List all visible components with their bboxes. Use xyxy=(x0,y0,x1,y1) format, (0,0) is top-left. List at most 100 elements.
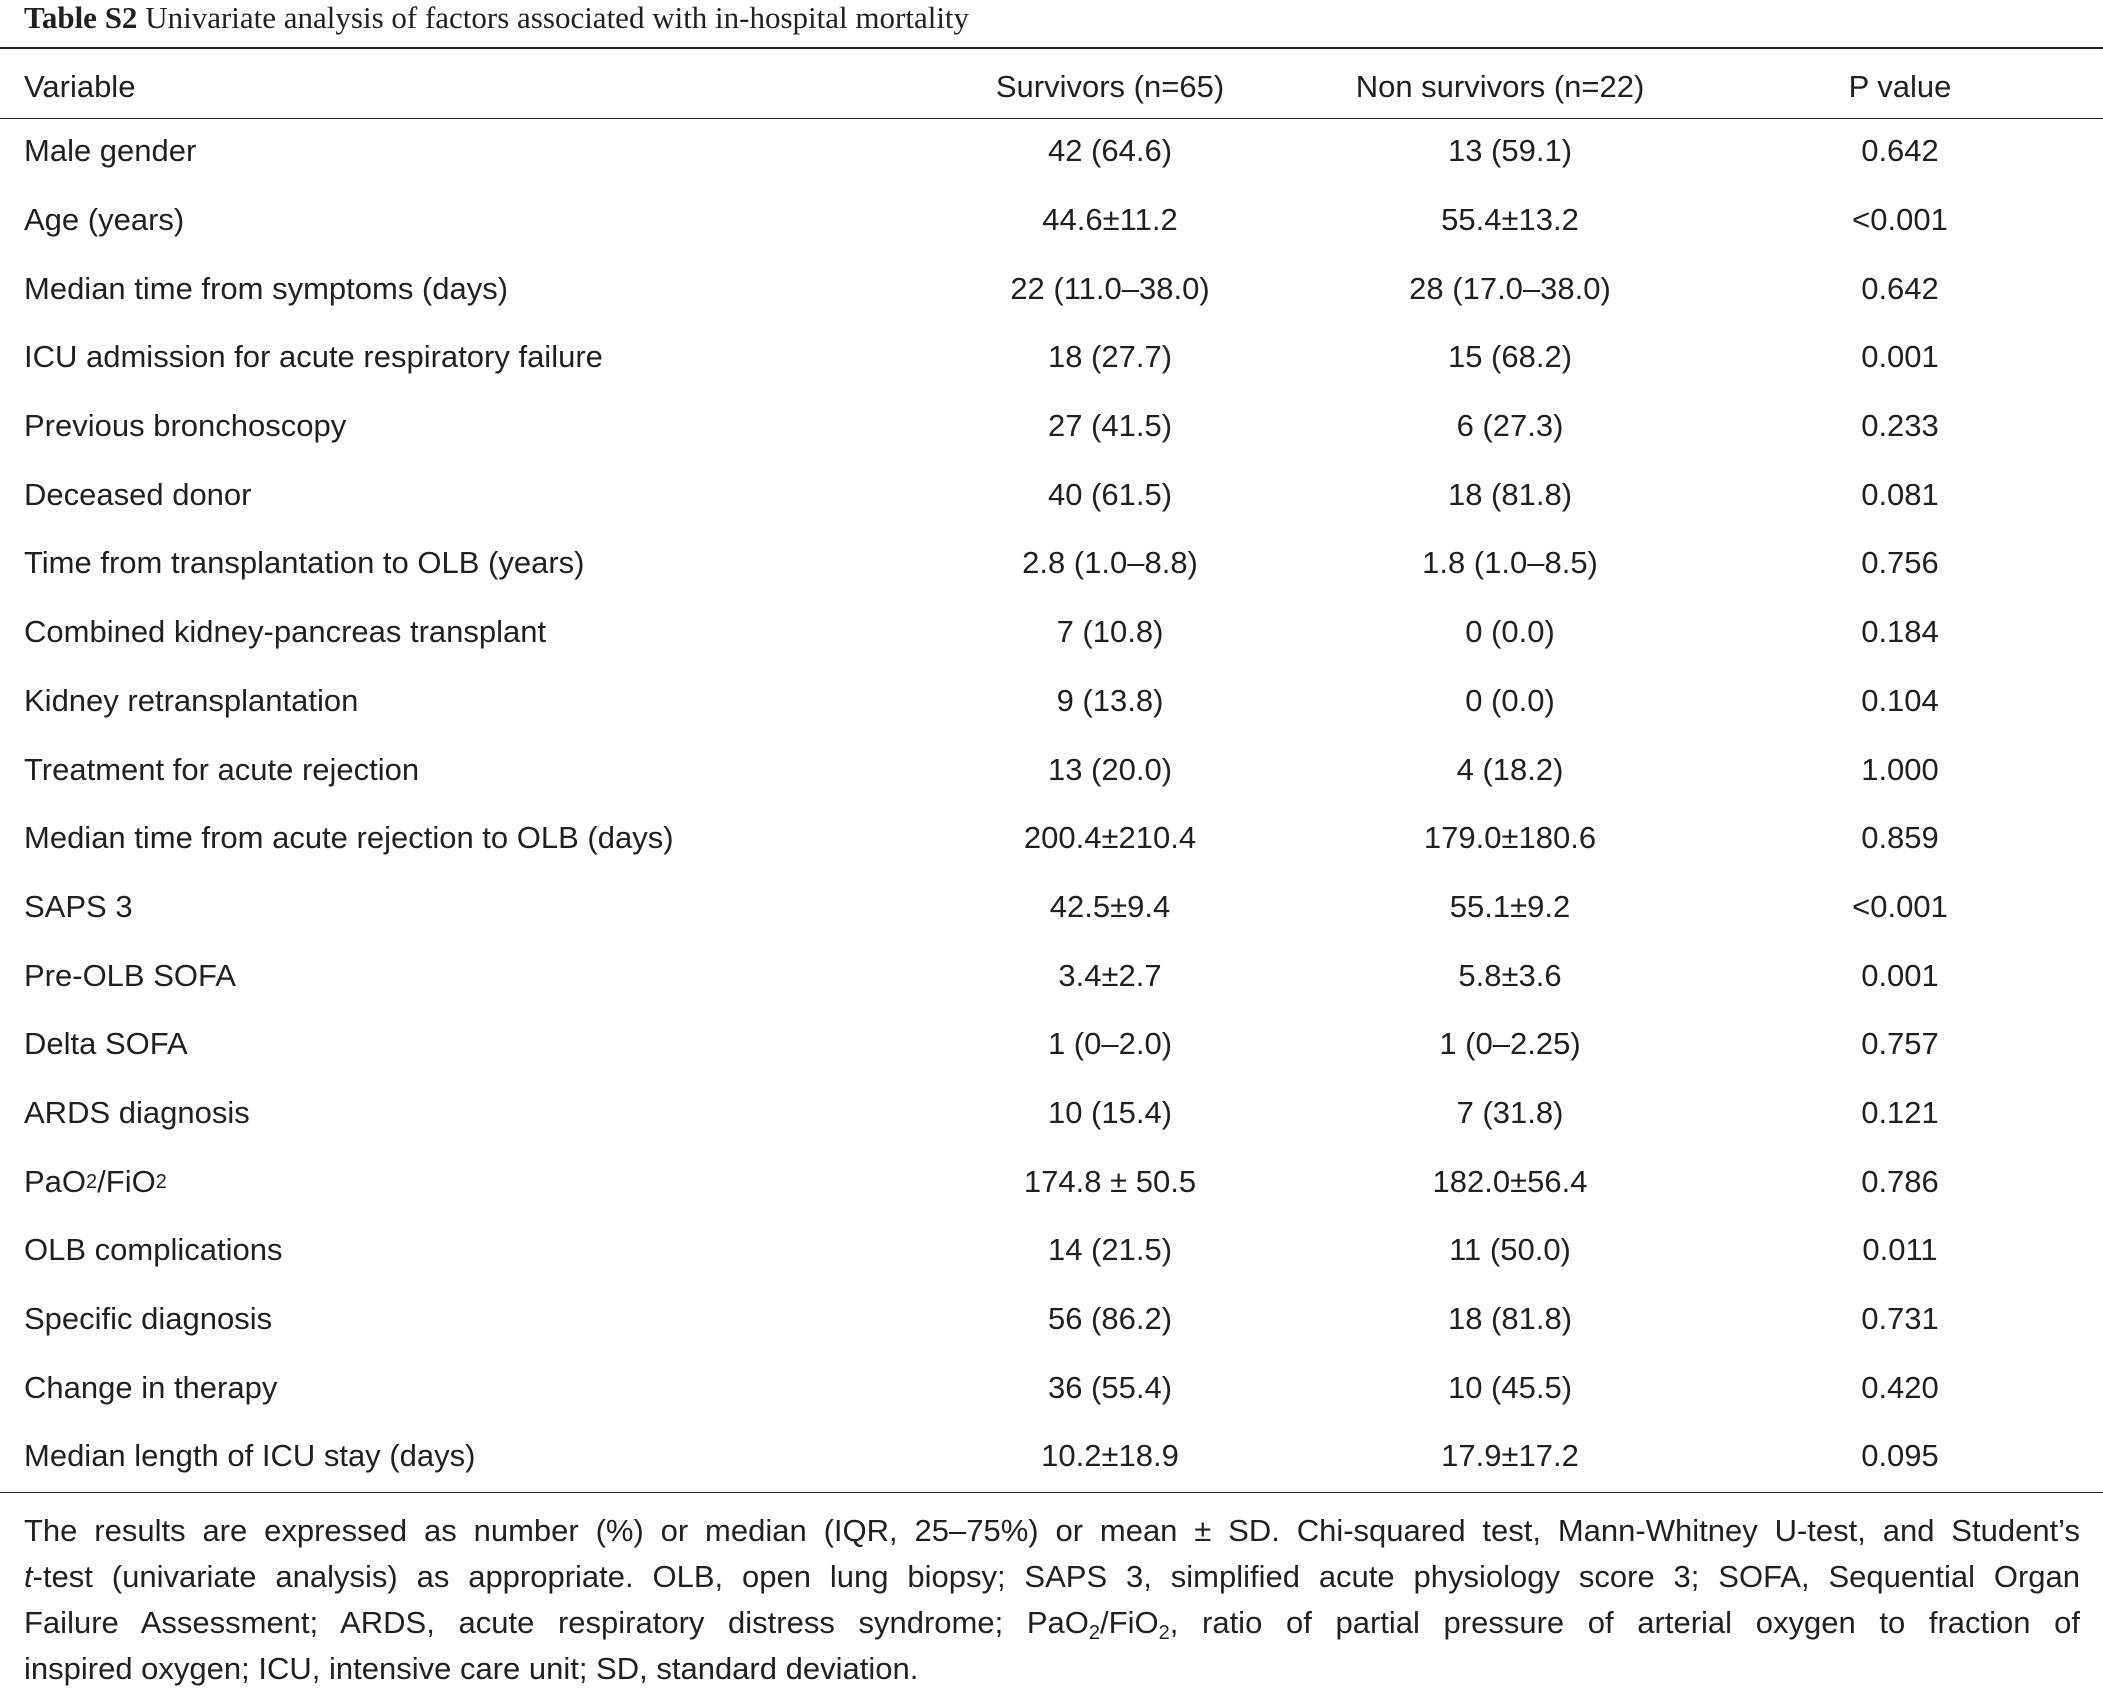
cell-p-value: 1.000 xyxy=(1861,751,1939,787)
cell-non-survivors: 6 (27.3) xyxy=(1456,408,1564,444)
cell-non-survivors: 55.1±9.2 xyxy=(1449,888,1571,924)
table-row: SAPS 3 42.5±9.4 55.1±9.2 <0.001 xyxy=(0,873,2103,942)
cell-p-value: 0.104 xyxy=(1861,682,1939,718)
cell-survivors: 1 (0–2.0) xyxy=(1047,1026,1173,1062)
cell-variable: PaO 2/FiO 2 xyxy=(24,1163,167,1199)
cell-p-value: 0.731 xyxy=(1861,1301,1939,1337)
top-rule xyxy=(0,47,2103,49)
table-row: ARDS diagnosis 10 (15.4) 7 (31.8) 0.121 xyxy=(0,1079,2103,1148)
table-row: Previous bronchoscopy 27 (41.5) 6 (27.3) 0.… xyxy=(0,392,2103,461)
cell-non-survivors: 182.0±56.4 xyxy=(1432,1163,1588,1199)
table-row: PaO 2/FiO 2 174.8 ± 50.5 182.0±56.4 0.786 xyxy=(0,1147,2103,1216)
cell-non-survivors: 18 (81.8) xyxy=(1447,1301,1573,1337)
cell-variable: Deceased donor xyxy=(24,476,252,512)
data-table: Variable Survivors (n=65) Non survivors … xyxy=(0,48,2103,125)
cell-non-survivors: 0 (0.0) xyxy=(1465,682,1555,718)
table-footnote: The results are expressed as number (%) … xyxy=(24,1508,2080,1692)
footnote-line-2: t-test (univariate analysis) as appropri… xyxy=(24,1554,2080,1600)
caption-label: Table S2 xyxy=(24,0,138,35)
table-row: Kidney retransplantation 9 (13.8) 0 (0.0) 0… xyxy=(0,667,2103,736)
table-caption: Table S2 Univariate analysis of factors … xyxy=(24,0,969,40)
cell-survivors: 27 (41.5) xyxy=(1047,408,1173,444)
footnote-sub-2: 2 xyxy=(1158,1622,1170,1644)
table-row: ICU admission for acute respiratory fail… xyxy=(0,323,2103,392)
cell-survivors: 44.6±11.2 xyxy=(1042,202,1178,238)
table-row: Age (years) 44.6±11.2 55.4±13.2 <0.001 xyxy=(0,186,2103,255)
cell-variable: SAPS 3 xyxy=(24,888,133,924)
cell-non-survivors: 1 (0–2.25) xyxy=(1439,1026,1581,1062)
cell-variable: Pre-OLB SOFA xyxy=(24,957,236,993)
cell-non-survivors: 18 (81.8) xyxy=(1447,476,1573,512)
cell-p-value: 0.786 xyxy=(1861,1163,1939,1199)
cell-survivors: 174.8 ± 50.5 xyxy=(1023,1163,1197,1199)
cell-p-value: 0.011 xyxy=(1862,1232,1938,1268)
variable-text: PaO xyxy=(24,1163,87,1199)
cell-p-value: 0.756 xyxy=(1861,545,1939,581)
footnote-line-3b: /FiO xyxy=(1100,1605,1159,1640)
cell-survivors: 7 (10.8) xyxy=(1056,614,1164,650)
cell-variable: Treatment for acute rejection xyxy=(24,751,420,787)
header-p-value: P value xyxy=(1848,68,1952,104)
header-rule xyxy=(0,118,2103,119)
cell-survivors: 9 (13.8) xyxy=(1056,682,1164,718)
cell-survivors: 13 (20.0) xyxy=(1047,751,1173,787)
footnote-line-3c: , ratio of partial pressure of arterial … xyxy=(1169,1605,2080,1640)
cell-variable: ARDS diagnosis xyxy=(24,1094,250,1130)
cell-variable: Male gender xyxy=(24,133,197,169)
footnote-sub-1: 2 xyxy=(1088,1622,1101,1644)
cell-p-value: 0.184 xyxy=(1861,614,1939,650)
cell-survivors: 18 (27.7) xyxy=(1047,339,1173,375)
cell-non-survivors: 15 (68.2) xyxy=(1447,339,1573,375)
table-row: Median length of ICU stay (days) 10.2±18.… xyxy=(0,1422,2103,1491)
cell-variable: OLB complications xyxy=(24,1232,283,1268)
cell-p-value: <0.001 xyxy=(1852,888,1948,924)
cell-non-survivors: 11 (50.0) xyxy=(1449,1232,1571,1268)
cell-p-value: 0.001 xyxy=(1861,957,1939,993)
header-non-survivors: Non survivors (n=22) xyxy=(1355,68,1645,104)
table-row: Pre-OLB SOFA 3.4±2.7 5.8±3.6 0.001 xyxy=(0,941,2103,1010)
cell-non-survivors: 55.4±13.2 xyxy=(1441,202,1579,238)
cell-p-value: 0.757 xyxy=(1861,1026,1939,1062)
cell-p-value: 0.642 xyxy=(1861,270,1939,306)
table-row: Deceased donor 40 (61.5) 18 (81.8) 0.081 xyxy=(0,460,2103,529)
cell-survivors: 22 (11.0–38.0) xyxy=(1010,270,1210,306)
table-row: Specific diagnosis 56 (86.2) 18 (81.8) 0.73… xyxy=(0,1285,2103,1354)
caption-title: Univariate analysis of factors associate… xyxy=(145,0,970,35)
table-body: Male gender 42 (64.6) 13 (59.1) 0.642 Age (y… xyxy=(0,117,2103,1491)
footnote-line-4: inspired oxygen; ICU, intensive care uni… xyxy=(24,1651,919,1686)
table-row: Treatment for acute rejection 13 (20.0) 4 … xyxy=(0,735,2103,804)
cell-p-value: 0.121 xyxy=(1861,1094,1939,1130)
cell-non-survivors: 13 (59.1) xyxy=(1447,133,1573,169)
cell-variable: Delta SOFA xyxy=(24,1026,188,1062)
table-row: Change in therapy 36 (55.4) 10 (45.5) 0.420 xyxy=(0,1353,2103,1422)
cell-variable: Age (years) xyxy=(24,202,185,238)
cell-non-survivors: 10 (45.5) xyxy=(1447,1369,1573,1405)
footnote-line-1: The results are expressed as number (%) … xyxy=(24,1513,2080,1548)
cell-p-value: 0.001 xyxy=(1861,339,1939,375)
cell-survivors: 42 (64.6) xyxy=(1047,133,1173,169)
cell-non-survivors: 4 (18.2) xyxy=(1456,751,1564,787)
cell-survivors: 56 (86.2) xyxy=(1047,1301,1173,1337)
footnote-line-3a: Failure Assessment; ARDS, acute respirat… xyxy=(24,1605,1089,1640)
cell-survivors: 10.2±18.9 xyxy=(1041,1438,1179,1474)
cell-survivors: 40 (61.5) xyxy=(1047,476,1173,512)
cell-non-survivors: 1.8 (1.0–8.5) xyxy=(1422,545,1598,581)
cell-survivors: 3.4±2.7 xyxy=(1058,957,1162,993)
cell-non-survivors: 0 (0.0) xyxy=(1465,614,1555,650)
table-row: Combined kidney-pancreas transplant 7 (10… xyxy=(0,598,2103,667)
cell-variable: Median time from symptoms (days) xyxy=(24,270,509,306)
cell-p-value: 0.095 xyxy=(1861,1438,1939,1474)
cell-survivors: 200.4±210.4 xyxy=(1023,820,1197,856)
cell-variable: Change in therapy xyxy=(24,1369,278,1405)
cell-non-survivors: 17.9±17.2 xyxy=(1441,1438,1579,1474)
cell-p-value: 0.081 xyxy=(1861,476,1939,512)
bottom-rule xyxy=(0,1492,2103,1493)
cell-variable: Previous bronchoscopy xyxy=(24,408,347,444)
table-row: Delta SOFA 1 (0–2.0) 1 (0–2.25) 0.757 xyxy=(0,1010,2103,1079)
cell-p-value: 0.859 xyxy=(1861,820,1939,856)
variable-text: /FiO xyxy=(97,1163,156,1199)
cell-survivors: 10 (15.4) xyxy=(1047,1094,1173,1130)
cell-variable: Specific diagnosis xyxy=(24,1301,273,1337)
table-row: Male gender 42 (64.6) 13 (59.1) 0.642 xyxy=(0,117,2103,186)
table-row: Median time from acute rejection to OLB … xyxy=(0,804,2103,873)
